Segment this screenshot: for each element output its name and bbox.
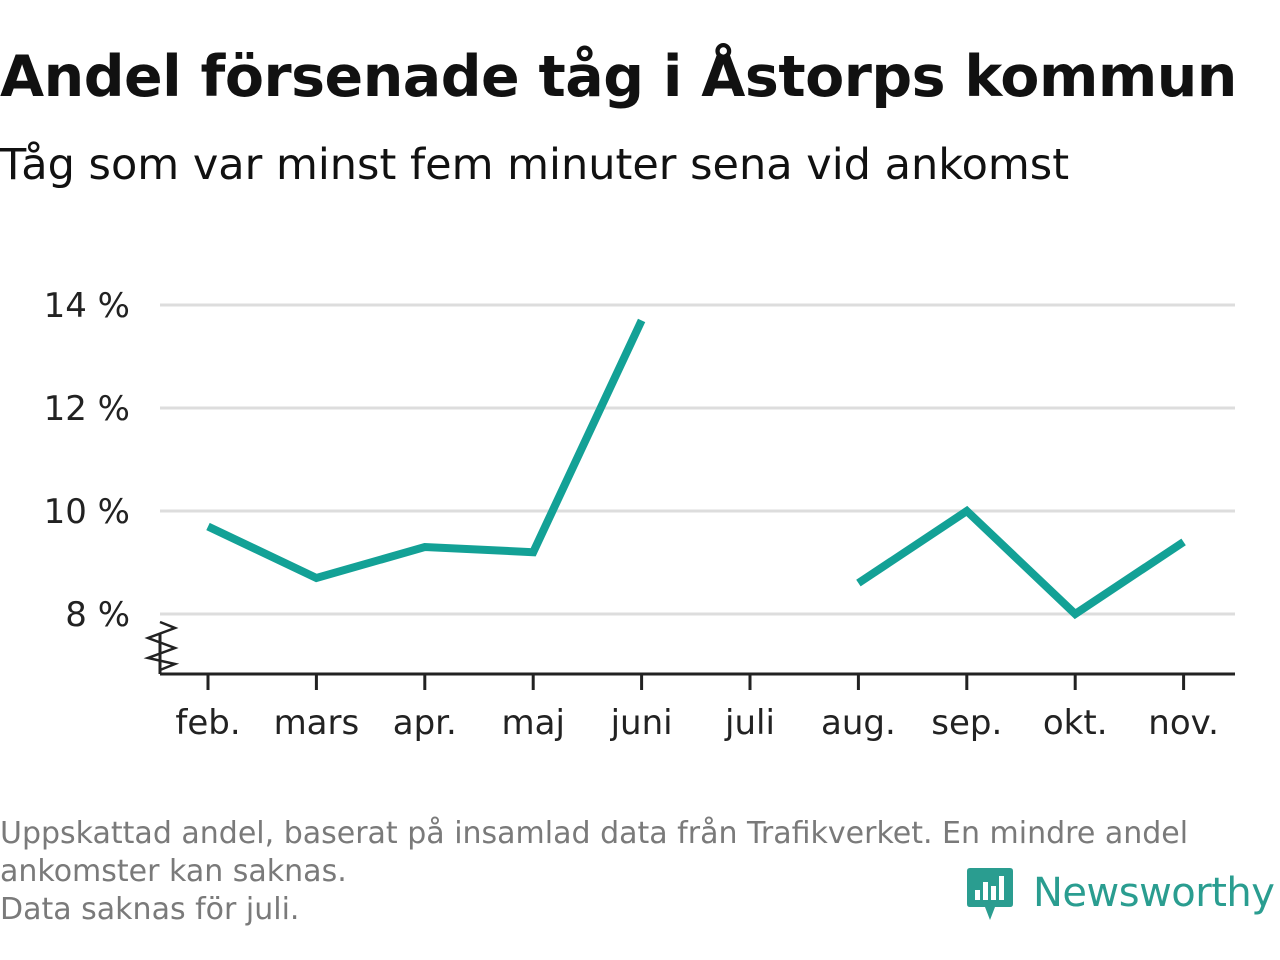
chart-subtitle: Tåg som var minst fem minuter sena vid a…	[0, 140, 1070, 190]
brand-logo: Newsworthy	[965, 864, 1275, 922]
footnote-line: Data saknas för juli.	[0, 892, 300, 927]
series-lines	[206, 318, 1186, 620]
footnote-line: ankomster kan saknas.	[0, 854, 347, 889]
series-line-segment	[856, 505, 1186, 620]
x-tick-label: apr.	[393, 703, 457, 743]
x-tick-label: nov.	[1148, 703, 1219, 743]
y-tick-label: 12 %	[44, 389, 130, 429]
x-tick-label: mars	[274, 703, 360, 743]
series-line-segment	[206, 318, 646, 583]
y-tick-label: 10 %	[44, 492, 130, 532]
x-tick-label: maj	[501, 703, 564, 743]
line-chart: 8 % 10 % 12 % 14 % feb. mars apr. maj juni juli a…	[44, 286, 1235, 743]
footnote-line: Uppskattad andel, baserat på insamlad da…	[0, 816, 1189, 851]
y-tick-label: 14 %	[44, 286, 130, 326]
x-tick-label: feb.	[175, 703, 240, 743]
brand-name: Newsworthy	[1033, 870, 1275, 916]
footnote: Uppskattad andel, baserat på insamlad da…	[0, 815, 1188, 929]
y-tick-label: 8 %	[65, 595, 130, 635]
x-axis	[143, 620, 1235, 690]
y-tick-labels: 8 % 10 % 12 % 14 %	[44, 286, 130, 635]
x-tick-label: juni	[610, 703, 673, 743]
x-tick-label: okt.	[1043, 703, 1108, 743]
axis-break-icon	[143, 620, 180, 672]
grid-lines	[160, 303, 1235, 616]
chart-title: Andel försenade tåg i Åstorps kommun	[0, 44, 1237, 110]
x-tick-label: juli	[724, 703, 775, 743]
newsworthy-logo-icon	[967, 868, 1013, 920]
x-tick-label: sep.	[931, 703, 1002, 743]
x-tick-label: aug.	[821, 703, 896, 743]
x-tick-labels: feb. mars apr. maj juni juli aug. sep. okt. nov.	[175, 703, 1219, 743]
